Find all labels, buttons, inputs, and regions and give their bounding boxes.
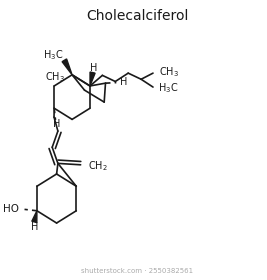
Polygon shape (90, 72, 95, 86)
Text: HO: HO (3, 204, 19, 214)
Text: CH$_3$: CH$_3$ (45, 70, 65, 84)
Polygon shape (32, 211, 37, 223)
Text: Cholecalciferol: Cholecalciferol (86, 9, 188, 23)
Text: H$_3$C: H$_3$C (158, 81, 179, 95)
Polygon shape (62, 59, 72, 75)
Text: CH$_2$: CH$_2$ (88, 159, 108, 172)
Text: H: H (53, 119, 60, 129)
Text: H: H (90, 63, 97, 73)
Text: H: H (31, 222, 38, 232)
Text: H: H (120, 77, 127, 87)
Text: shutterstock.com · 2550382561: shutterstock.com · 2550382561 (81, 268, 193, 274)
Text: H$_3$C: H$_3$C (43, 48, 63, 62)
Text: CH$_3$: CH$_3$ (159, 66, 179, 79)
